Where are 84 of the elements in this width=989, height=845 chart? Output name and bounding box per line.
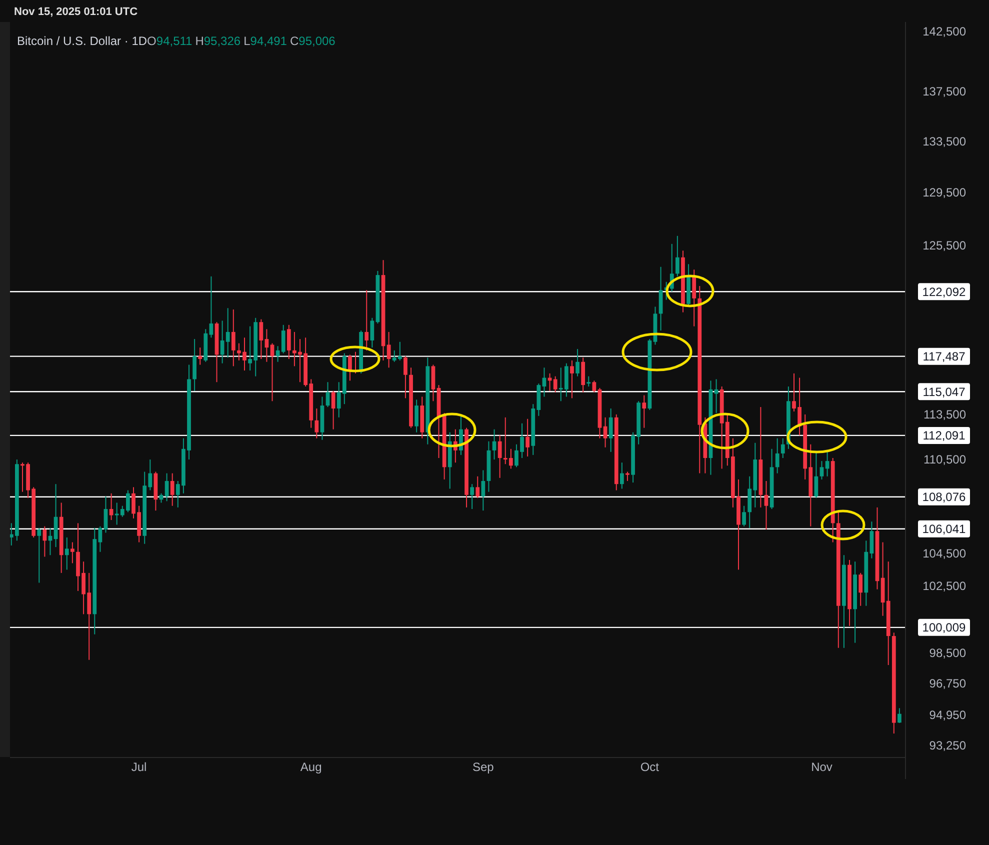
ref-line-label: 112,091 [922, 428, 966, 443]
candlestick [414, 399, 419, 433]
candlestick [226, 308, 230, 358]
ref-line-label: 108,076 [922, 490, 966, 504]
text: O94,511 H95,326 L94,491 C95,006 [147, 34, 336, 48]
candlestick [714, 378, 718, 414]
candlestick [286, 324, 291, 360]
candlestick [780, 438, 785, 458]
x-tick-label: Oct [640, 760, 660, 774]
candlestick [658, 266, 663, 332]
candlestick [192, 338, 196, 392]
candlestick [470, 484, 474, 510]
candlestick [526, 418, 530, 457]
candlestick [98, 526, 102, 552]
candlestick [42, 526, 47, 558]
candlestick [898, 708, 902, 724]
candlestick [764, 480, 768, 530]
candlestick [553, 376, 558, 393]
candlestick [198, 347, 202, 366]
candlestick [626, 471, 630, 482]
candlestick [476, 476, 480, 499]
candlestick [348, 354, 352, 382]
candlestick [370, 317, 374, 348]
candlestick [459, 415, 463, 456]
candlestick [608, 408, 613, 452]
candlestick [281, 324, 286, 354]
candlestick [70, 542, 74, 564]
candlestick [270, 342, 274, 402]
candlestick [570, 360, 574, 399]
y-tick-label: 98,500 [929, 646, 966, 660]
y-tick-label: 104,500 [922, 546, 966, 561]
candlestick [675, 235, 680, 277]
candlestick [586, 376, 591, 387]
y-tick-label: 137,500 [922, 84, 966, 99]
x-tick-label: Nov [811, 760, 832, 774]
x-tick-label: Sep [472, 760, 494, 774]
candlestick [431, 364, 436, 402]
x-tick-label: Aug [300, 760, 322, 774]
candlestick [592, 380, 596, 393]
candlestick [386, 331, 391, 368]
candlestick [231, 309, 236, 367]
candlestick [858, 572, 863, 606]
candlestick [314, 408, 319, 439]
y-tick-label: 129,500 [922, 186, 966, 200]
candlestick [642, 394, 646, 428]
candlestick [603, 416, 608, 448]
y-tick-label: 110,500 [924, 452, 966, 467]
candlestick [64, 536, 69, 570]
ref-line-label: 100,009 [922, 620, 966, 635]
y-tick-label: 142,500 [922, 24, 966, 39]
candlestick [104, 496, 108, 534]
ref-line-label: 106,041 [922, 522, 966, 536]
candlestick [164, 472, 169, 502]
candlestick [170, 472, 174, 506]
candlestick [209, 276, 214, 338]
candlestick [576, 348, 580, 377]
candlestick [498, 434, 502, 478]
candlestick [581, 357, 586, 393]
candlestick [775, 438, 780, 474]
candlestick [109, 492, 114, 521]
y-tick-label: 113,500 [924, 408, 966, 422]
x-tick-label: Jul [131, 760, 147, 774]
text: Nov 15, 2025 01:01 UTC [14, 6, 138, 18]
candlestick [870, 521, 874, 559]
y-tick-label: 133,500 [922, 134, 966, 148]
y-tick-label: 93,250 [929, 738, 966, 752]
candlestick [37, 527, 42, 584]
y-tick-label: 102,500 [922, 579, 966, 594]
y-tick-label: 96,750 [929, 676, 966, 690]
candlestick [620, 462, 624, 490]
ref-line-label: 122,092 [922, 284, 966, 299]
candlestick [364, 290, 369, 351]
text: Bitcoin / U.S. Dollar · 1D [17, 34, 148, 48]
ref-line-label: 115,047 [922, 384, 966, 399]
candlestick [331, 390, 336, 430]
candlestick [259, 318, 264, 360]
candlestick [692, 269, 696, 327]
y-tick-label: 125,500 [922, 238, 966, 252]
candlestick [481, 470, 486, 512]
candlestick [404, 356, 408, 399]
candlestick [820, 460, 824, 480]
y-tick-label: 94,950 [929, 708, 966, 722]
candlestick [742, 505, 746, 527]
ref-line-label: 117,487 [922, 350, 966, 364]
